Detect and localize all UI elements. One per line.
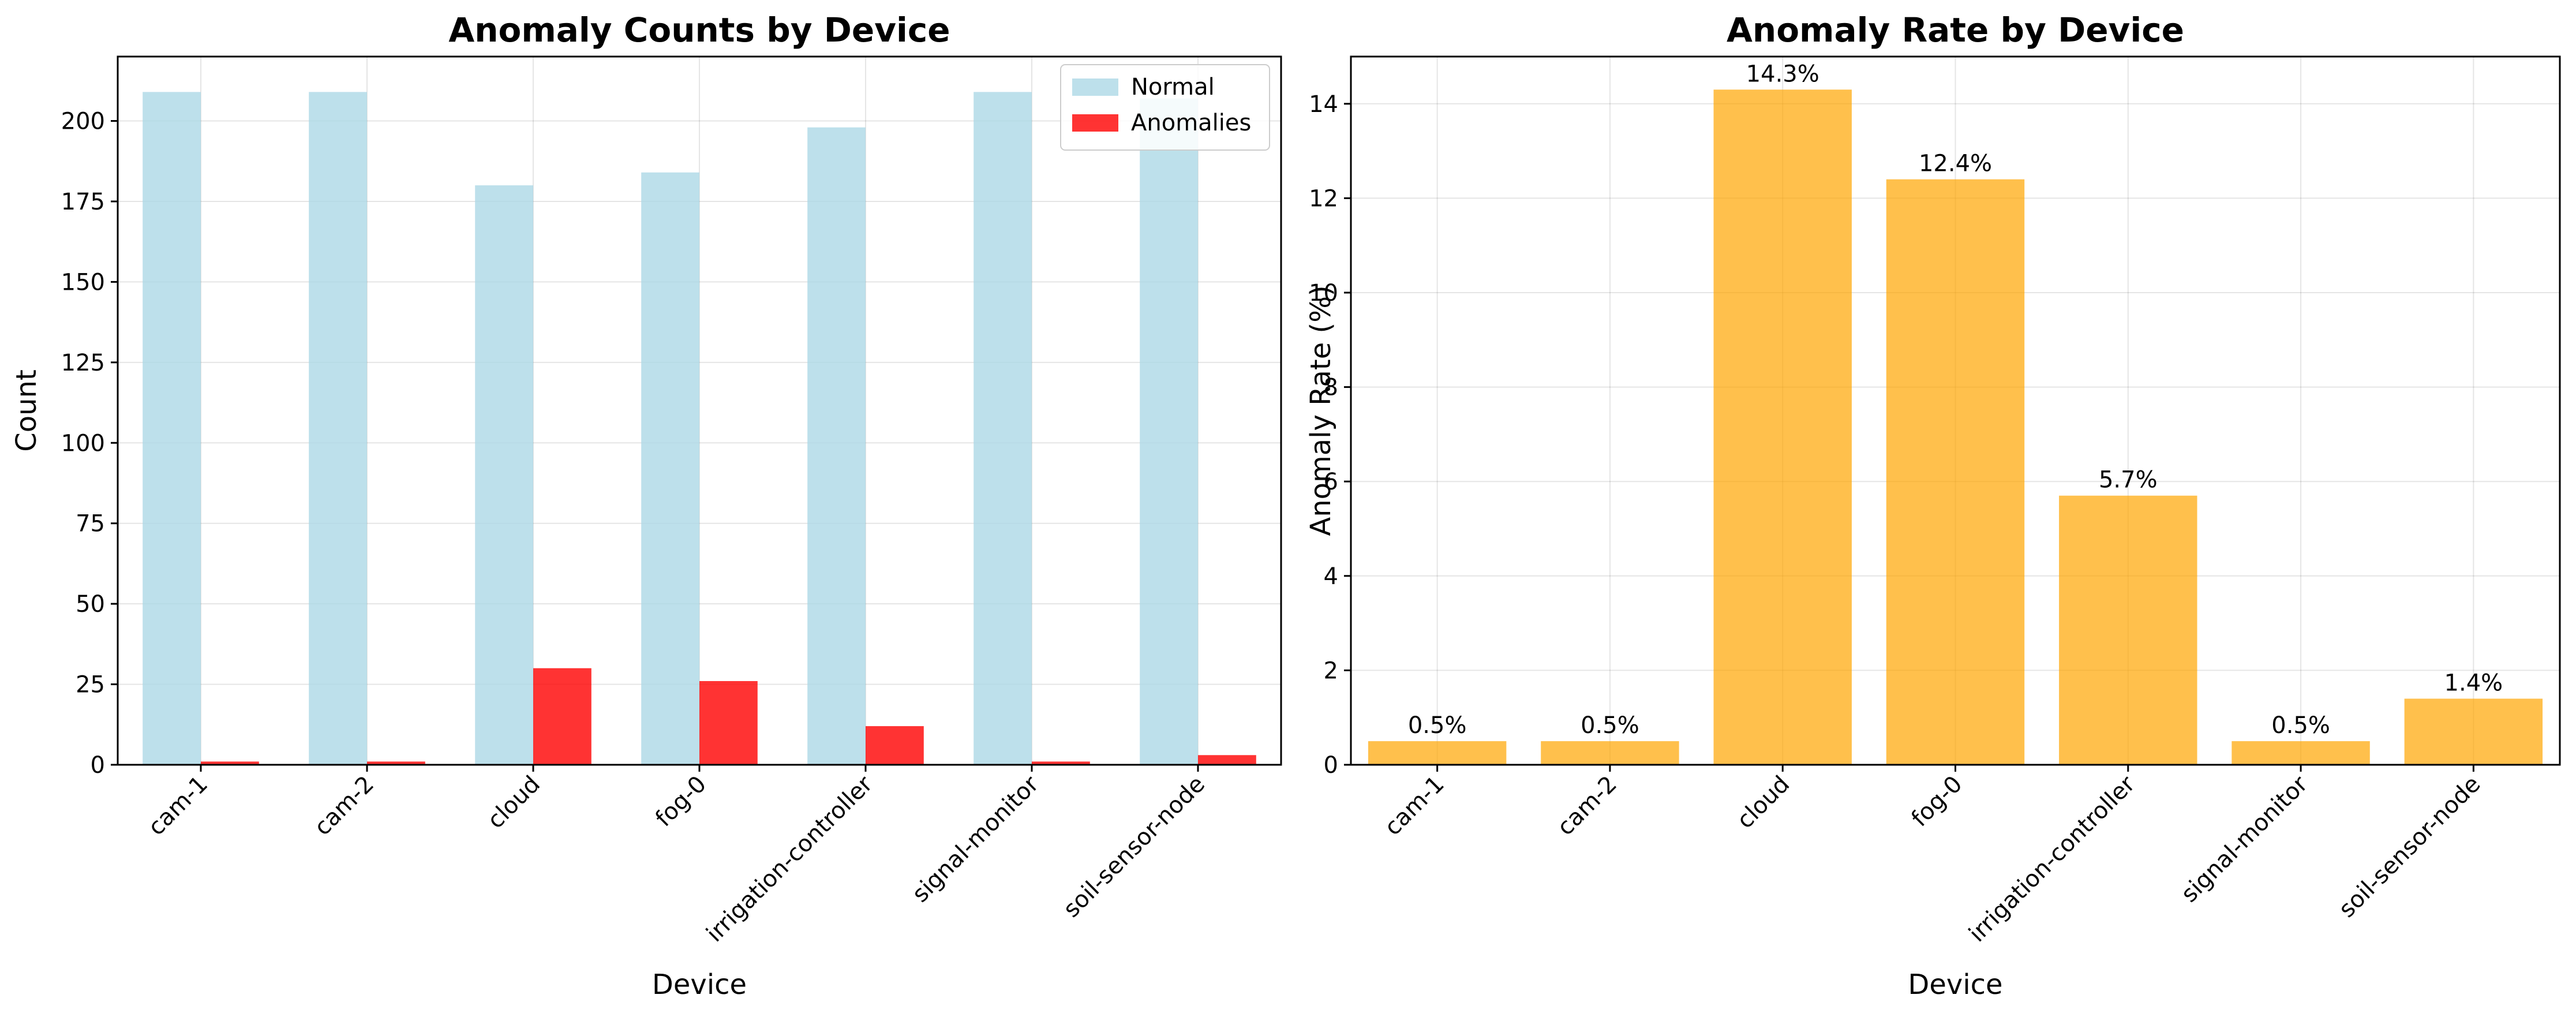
counts-y-tick-label: 100 (61, 430, 105, 457)
counts-y-tick-label: 0 (91, 752, 105, 779)
rate-bar-fog-0 (1886, 179, 2025, 765)
counts-bar-normal-soil-sensor-node (1140, 98, 1198, 765)
rate-chart-frame (1350, 55, 2561, 766)
counts-y-tick-label: 25 (76, 672, 105, 698)
legend-swatch-anomalies (1072, 114, 1118, 132)
counts-bar-normal-signal-monitor (974, 92, 1032, 765)
counts-chart-x-axis-label: Device (652, 969, 747, 1001)
rate-bar-cloud (1713, 89, 1852, 765)
rate-y-tick-label: 8 (1324, 375, 1338, 401)
counts-bar-normal-cam-1 (143, 92, 201, 765)
rate-data-label-cloud: 14.3% (1746, 61, 1819, 87)
counts-y-tick-label: 200 (61, 109, 105, 135)
counts-bar-anomalies-cam-2 (367, 761, 425, 765)
counts-bar-normal-cloud (475, 185, 533, 765)
rate-chart-y-axis-label: Anomaly Rate (%) (1305, 285, 1337, 536)
counts-y-tick-label: 75 (76, 511, 105, 537)
counts-bar-normal-cam-2 (309, 92, 367, 765)
rate-bar-soil-sensor-node (2404, 698, 2543, 765)
rate-bar-cam-2 (1541, 741, 1679, 765)
counts-chart-legend: Normal Anomalies (1060, 64, 1270, 151)
rate-data-label-soil-sensor-node: 1.4% (2444, 670, 2503, 696)
counts-y-tick-label: 150 (61, 269, 105, 296)
counts-chart-title: Anomaly Counts by Device (448, 10, 950, 50)
rate-bar-cam-1 (1368, 741, 1507, 765)
counts-bar-normal-irrigation-controller (807, 127, 866, 765)
counts-bar-anomalies-fog-0 (699, 681, 758, 765)
rate-y-tick-label: 12 (1309, 185, 1338, 212)
rate-y-tick-label: 4 (1324, 563, 1338, 590)
counts-bar-anomalies-cam-1 (201, 761, 259, 765)
counts-chart-frame (117, 55, 1282, 766)
rate-y-tick-label: 0 (1324, 752, 1338, 779)
legend-label-normal: Normal (1131, 74, 1215, 100)
rate-data-label-cam-2: 0.5% (1581, 712, 1639, 739)
counts-bar-anomalies-signal-monitor (1032, 761, 1090, 765)
rate-bar-signal-monitor (2231, 741, 2370, 765)
legend-label-anomalies: Anomalies (1131, 110, 1251, 136)
counts-bar-normal-fog-0 (641, 172, 699, 765)
rate-chart-x-axis-label: Device (1908, 969, 2002, 1001)
rate-y-tick-label: 10 (1309, 280, 1338, 306)
rate-data-label-irrigation-controller: 5.7% (2099, 467, 2158, 493)
counts-y-tick-label: 125 (61, 350, 105, 376)
rate-chart-title: Anomaly Rate by Device (1727, 10, 2184, 50)
counts-bar-anomalies-irrigation-controller (866, 726, 924, 765)
rate-data-label-cam-1: 0.5% (1408, 712, 1467, 739)
counts-chart-y-axis-label: Count (10, 369, 43, 452)
counts-bar-anomalies-soil-sensor-node (1198, 755, 1256, 765)
counts-bar-anomalies-cloud (533, 668, 591, 765)
rate-y-tick-label: 2 (1324, 657, 1338, 684)
rate-y-tick-label: 14 (1309, 91, 1338, 118)
legend-swatch-normal (1072, 78, 1118, 96)
counts-y-tick-label: 50 (76, 591, 105, 618)
rate-data-label-signal-monitor: 0.5% (2271, 712, 2330, 739)
rate-data-label-fog-0: 12.4% (1919, 151, 1992, 177)
rate-bar-irrigation-controller (2059, 495, 2197, 765)
rate-y-tick-label: 6 (1324, 469, 1338, 495)
counts-y-tick-label: 175 (61, 189, 105, 215)
